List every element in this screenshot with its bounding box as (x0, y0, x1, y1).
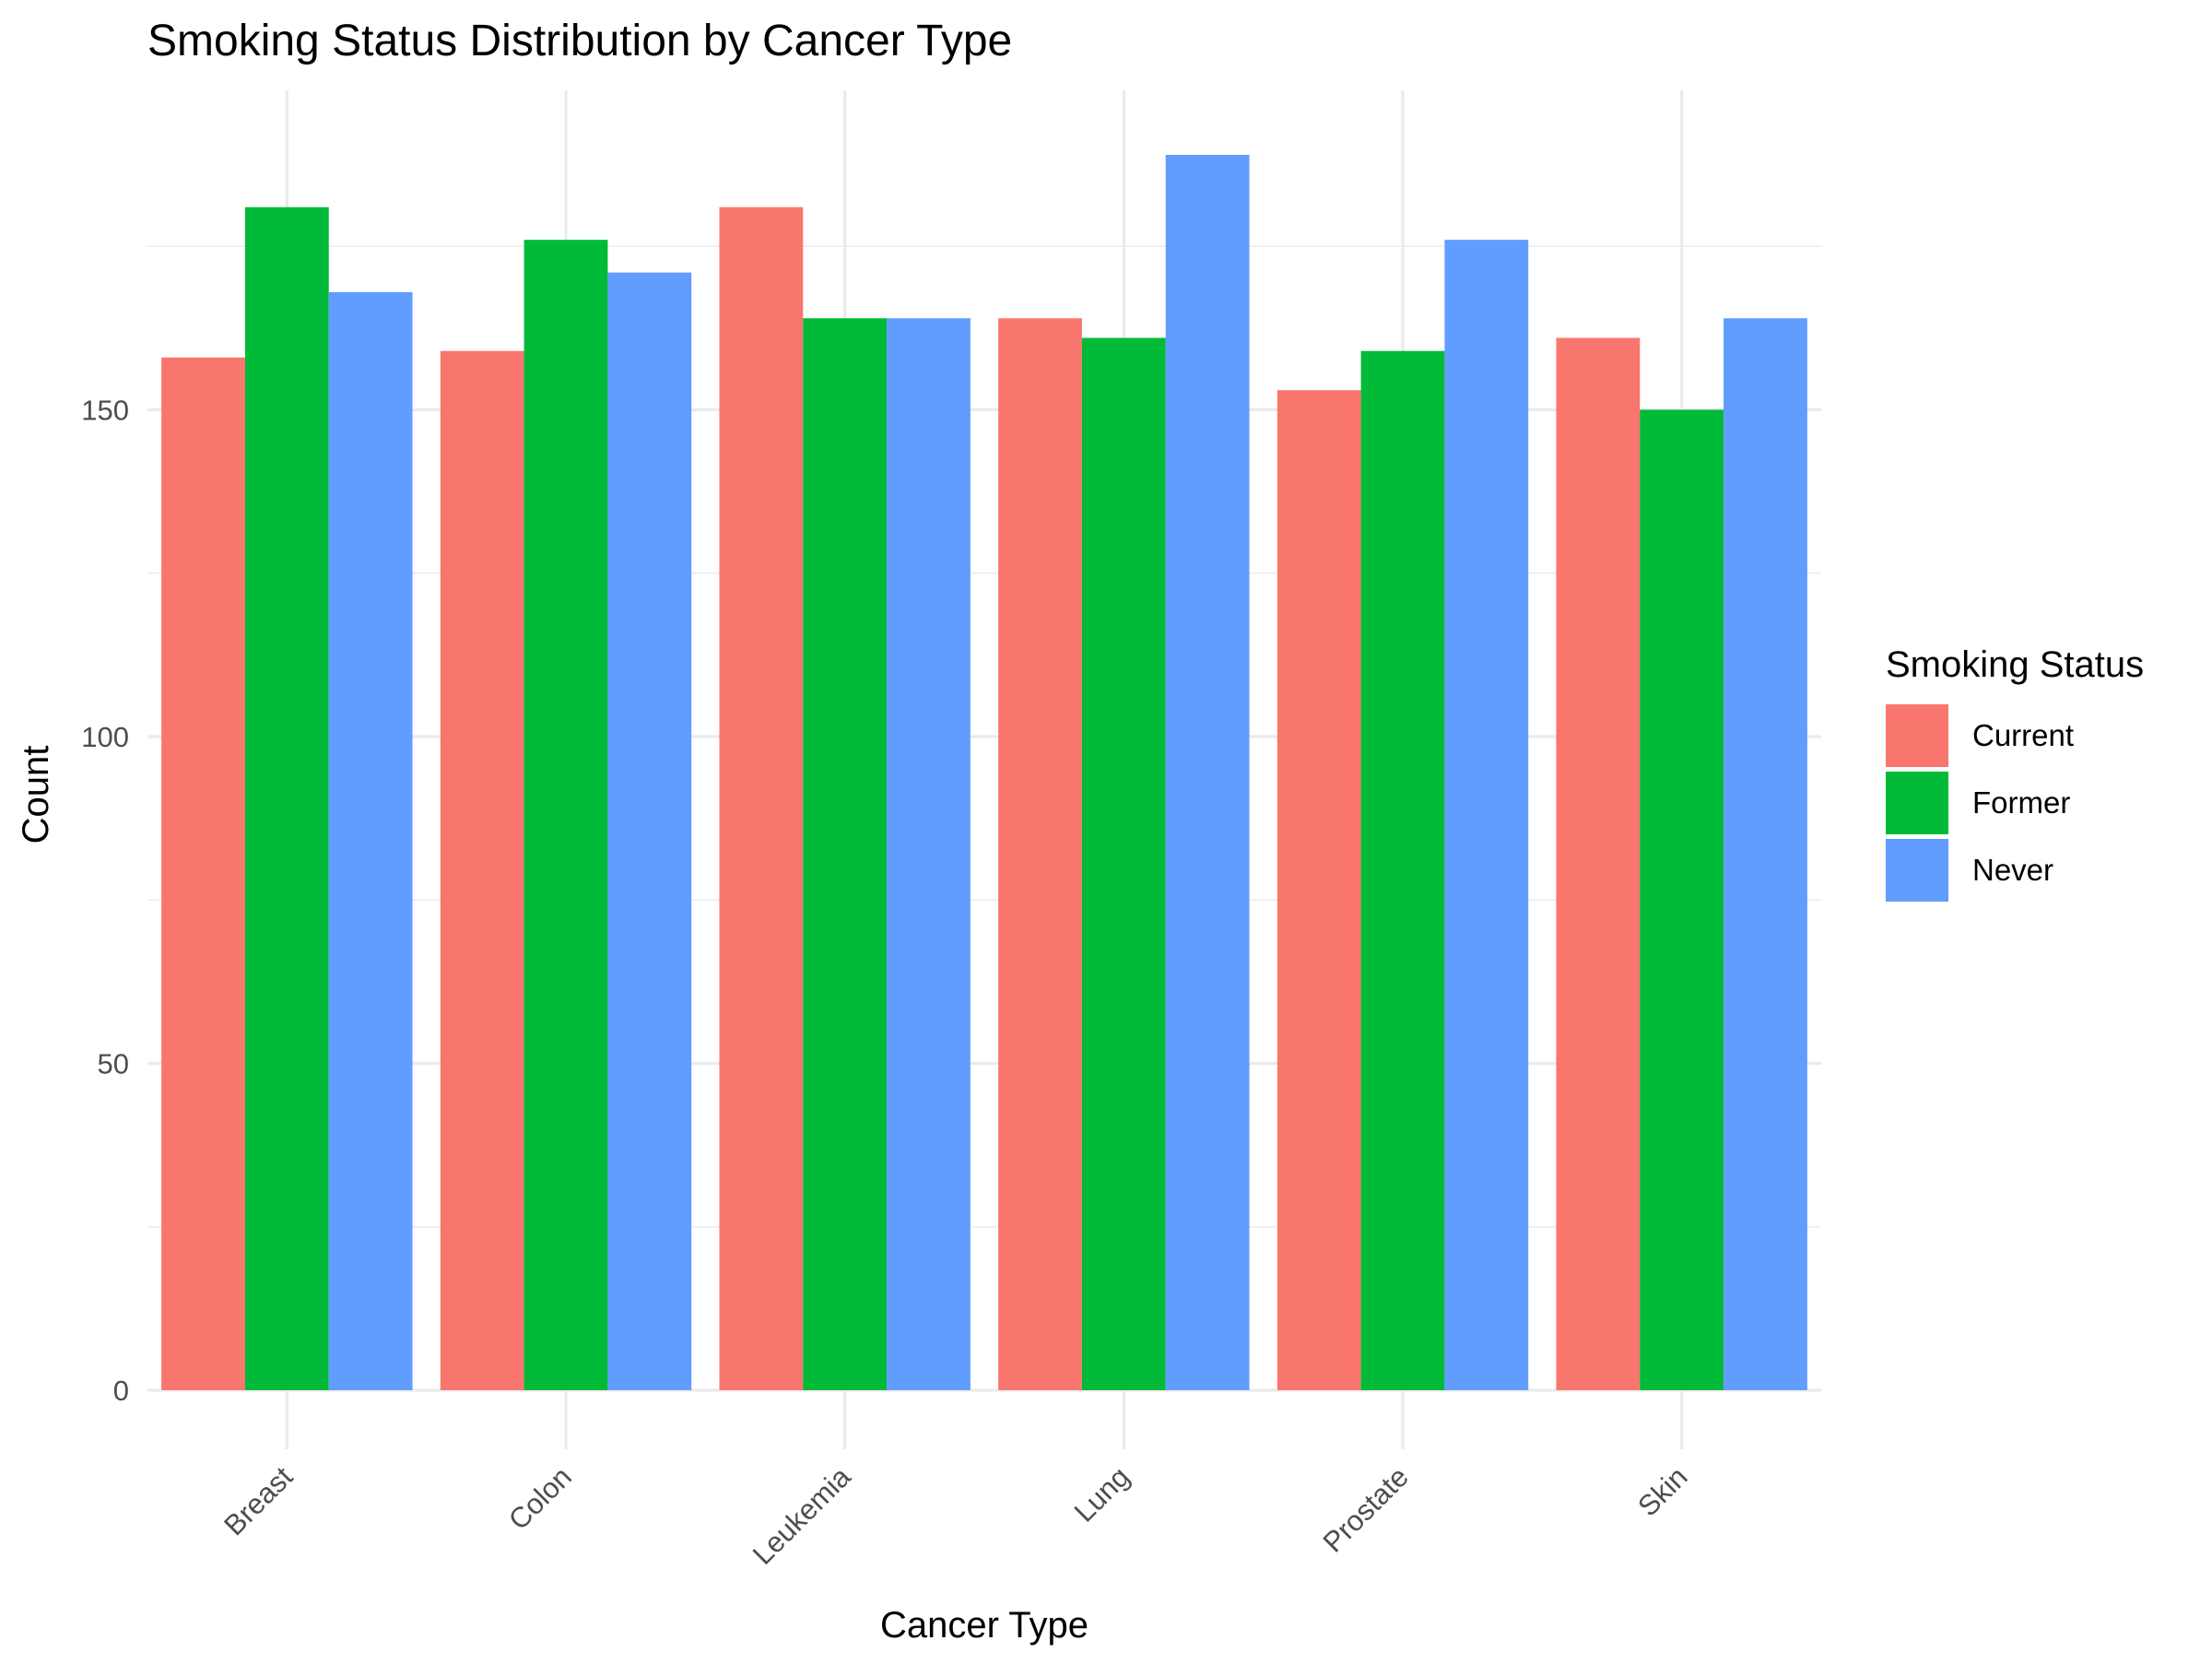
bar-prostate-current (1277, 390, 1361, 1391)
legend-key-never (1886, 839, 1948, 902)
legend-label-current: Current (1972, 718, 2074, 752)
y-tick-label: 0 (113, 1375, 129, 1407)
bar-lung-former (1081, 337, 1166, 1390)
bar-lung-current (998, 318, 1082, 1390)
bar-breast-current (161, 357, 245, 1390)
bar-breast-former (244, 207, 329, 1391)
legend-title: Smoking Status (1886, 644, 2144, 685)
y-axis-ticks: 0 50 100 150 (81, 395, 129, 1408)
bar-leukemia-former (803, 318, 888, 1390)
bar-lung-never (1165, 154, 1250, 1391)
legend: Smoking Status Current Former Never (1886, 644, 2144, 902)
x-axis-label: Cancer Type (880, 1605, 1088, 1646)
bar-prostate-never (1444, 240, 1529, 1390)
bars (161, 154, 1807, 1391)
legend-key-former (1886, 772, 1948, 834)
bar-colon-current (440, 350, 524, 1391)
bar-breast-never (328, 291, 413, 1390)
bar-colon-never (607, 272, 692, 1390)
legend-label-never: Never (1972, 853, 2053, 887)
bar-skin-former (1640, 409, 1724, 1390)
bar-prostate-former (1360, 350, 1445, 1391)
bar-colon-former (524, 240, 608, 1390)
chart-title: Smoking Status Distribution by Cancer Ty… (147, 17, 1012, 65)
legend-items: Current Former Never (1886, 704, 2074, 902)
y-tick-label: 100 (81, 721, 129, 753)
y-axis-label: Count (16, 746, 56, 844)
y-tick-label: 150 (81, 395, 129, 427)
bar-leukemia-current (719, 207, 804, 1391)
bar-skin-never (1724, 318, 1807, 1390)
legend-label-former: Former (1972, 785, 2070, 820)
bar-skin-current (1556, 337, 1641, 1390)
y-tick-label: 50 (98, 1048, 129, 1080)
bar-leukemia-never (887, 318, 971, 1390)
legend-key-current (1886, 704, 1948, 767)
